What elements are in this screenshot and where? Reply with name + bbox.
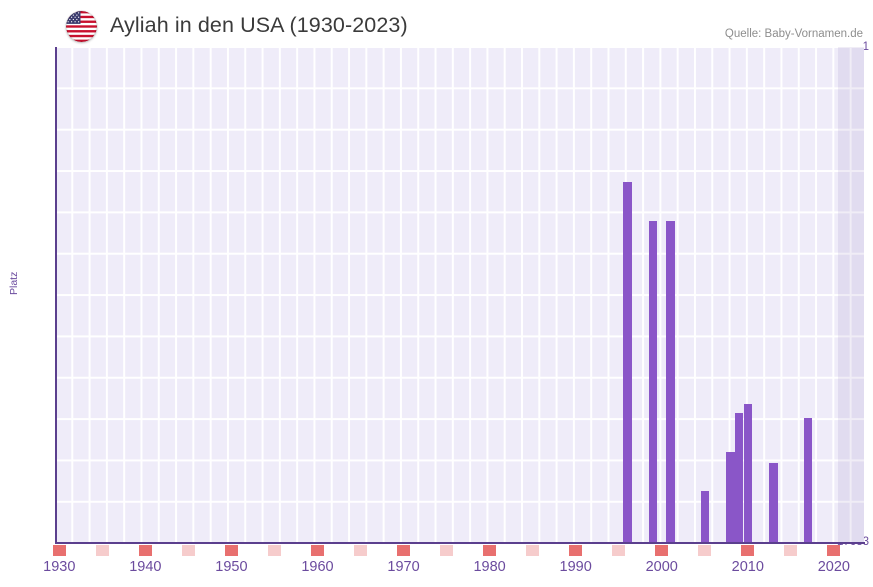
x-axis-tick-marker [138, 545, 152, 556]
bar [803, 418, 813, 543]
x-axis-line [55, 542, 865, 544]
x-axis-minor-marker [181, 545, 195, 556]
x-axis-minor-marker [612, 545, 626, 556]
bar [726, 452, 735, 543]
y-axis-tick-top: 1 [862, 41, 869, 53]
source-attribution: Quelle: Baby-Vornamen.de [724, 28, 863, 40]
bar [700, 491, 710, 543]
x-axis-tick-label: 1980 [473, 559, 506, 575]
x-axis-minor-marker [784, 545, 798, 556]
x-axis-tick-marker [224, 545, 238, 556]
x-axis-tick-label: 1970 [387, 559, 420, 575]
x-axis-tick-label: 1990 [559, 559, 592, 575]
y-axis-title: Platz [8, 271, 20, 295]
bar [666, 221, 675, 543]
x-axis-tick-label: 1950 [215, 559, 248, 575]
bar [769, 463, 778, 543]
x-axis-tick-label: 1930 [43, 559, 76, 575]
x-axis-tick-marker [827, 545, 841, 556]
bar [623, 182, 632, 543]
x-axis-tick-marker [310, 545, 324, 556]
x-axis-tick-label: 1940 [129, 559, 162, 575]
x-axis-minor-marker [95, 545, 109, 556]
x-axis-tick-label: 2010 [731, 559, 764, 575]
shaded-region [838, 47, 864, 543]
x-axis-minor-marker [354, 545, 368, 556]
x-axis-minor-marker [526, 545, 540, 556]
x-axis-tick-marker [569, 545, 583, 556]
x-axis-tick-marker [52, 545, 66, 556]
bar [648, 221, 658, 543]
bar [734, 412, 744, 543]
x-axis-tick-label: 2000 [645, 559, 678, 575]
x-axis-tick-marker [655, 545, 669, 556]
x-axis-minor-marker [698, 545, 712, 556]
us-flag-icon [66, 11, 97, 42]
x-axis-tick-marker [741, 545, 755, 556]
x-axis-minor-marker [267, 545, 281, 556]
bar [743, 404, 753, 543]
x-axis-tick-label: 1960 [301, 559, 334, 575]
plot-area [55, 47, 864, 543]
page-title: Ayliah in den USA (1930-2023) [110, 13, 408, 37]
y-axis-line [55, 47, 57, 544]
x-axis-minor-marker [440, 545, 454, 556]
x-axis-tick-label: 2020 [817, 559, 851, 575]
x-axis-tick-marker [483, 545, 497, 556]
x-axis-tick-marker [397, 545, 411, 556]
